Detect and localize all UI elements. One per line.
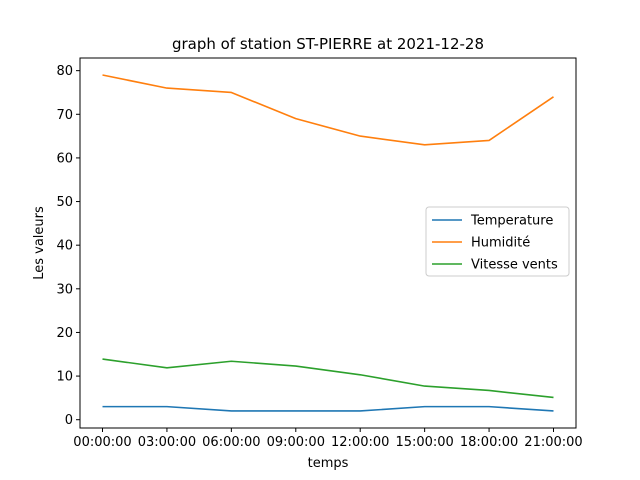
- y-axis: 0 10 20 30 40 50 60 70 80: [56, 64, 80, 428]
- y-tick-label: 20: [56, 326, 73, 341]
- legend-label-0: Temperature: [470, 214, 553, 229]
- data-point: [488, 406, 490, 408]
- x-axis-label: temps: [308, 456, 349, 471]
- legend-label-1: Humidité: [471, 236, 530, 251]
- data-point: [230, 91, 232, 93]
- data-point: [424, 144, 426, 146]
- data-point: [230, 360, 232, 362]
- data-point: [166, 367, 168, 369]
- x-tick-label: 06:00:00: [202, 435, 260, 450]
- series-line-2: [102, 358, 554, 399]
- x-tick-label: 18:00:00: [460, 435, 518, 450]
- data-point: [553, 396, 555, 398]
- x-tick-label: 12:00:00: [331, 435, 389, 450]
- y-tick-label: 10: [56, 370, 73, 385]
- x-tick-label: 15:00:00: [395, 435, 453, 450]
- data-point: [166, 406, 168, 408]
- plot-frame: [79, 57, 577, 429]
- data-point: [295, 410, 297, 412]
- y-tick-label: 50: [56, 195, 73, 210]
- y-tick-label: 40: [56, 239, 73, 254]
- y-tick-label: 60: [56, 151, 73, 166]
- y-tick-label: 80: [56, 64, 73, 79]
- x-tick-label: 00:00:00: [73, 435, 131, 450]
- y-tick-label: 70: [56, 108, 73, 123]
- data-point: [295, 365, 297, 367]
- legend-box: [425, 206, 570, 277]
- x-tick-label: 09:00:00: [267, 435, 325, 450]
- chart-title: graph of station ST-PIERRE at 2021-12-28: [172, 35, 484, 53]
- data-point: [359, 410, 361, 412]
- data-point: [102, 74, 104, 76]
- data-point: [553, 96, 555, 98]
- data-point: [102, 406, 104, 408]
- data-point: [295, 118, 297, 120]
- x-tick-label: 21:00:00: [524, 435, 582, 450]
- data-point: [424, 406, 426, 408]
- data-point: [359, 374, 361, 376]
- x-tick-label: 03:00:00: [138, 435, 196, 450]
- series-lines: [102, 74, 555, 412]
- data-point: [424, 385, 426, 387]
- legend-label-2: Vitesse vents: [471, 258, 558, 273]
- series-line-1: [102, 74, 554, 146]
- data-point: [359, 135, 361, 137]
- data-point: [488, 139, 490, 141]
- legend: Temperature Humidité Vitesse vents: [425, 206, 570, 277]
- data-point: [553, 410, 555, 412]
- y-tick-label: 0: [65, 413, 73, 428]
- data-point: [166, 87, 168, 89]
- y-tick-label: 30: [56, 282, 73, 297]
- data-point: [230, 410, 232, 412]
- data-point: [102, 358, 104, 360]
- y-axis-label: Les valeurs: [32, 206, 47, 280]
- series-line-0: [102, 405, 554, 412]
- x-axis: 00:00:00 03:00:00 06:00:00 09:00:00 12:00:00…: [73, 428, 583, 450]
- data-point: [488, 389, 490, 391]
